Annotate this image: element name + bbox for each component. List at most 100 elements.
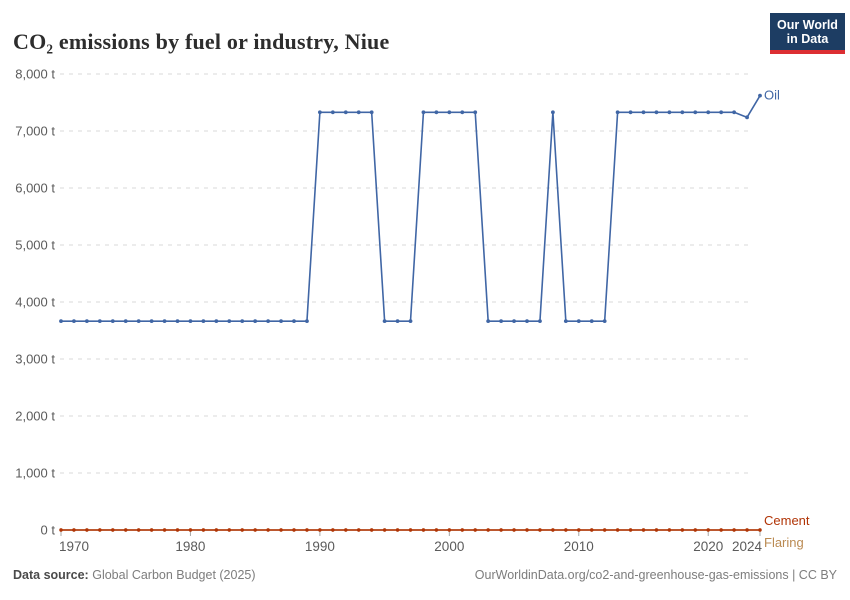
- data-point[interactable]: [98, 528, 102, 532]
- data-point[interactable]: [110, 319, 115, 324]
- data-point[interactable]: [654, 528, 659, 532]
- data-point[interactable]: [758, 528, 762, 532]
- data-point[interactable]: [486, 528, 490, 532]
- data-point[interactable]: [162, 319, 167, 324]
- data-point[interactable]: [175, 319, 180, 324]
- data-point[interactable]: [447, 528, 452, 532]
- data-point[interactable]: [460, 110, 465, 115]
- data-point[interactable]: [227, 528, 231, 532]
- data-point[interactable]: [201, 528, 206, 532]
- series-line-oil[interactable]: [61, 95, 761, 322]
- data-point[interactable]: [460, 528, 464, 532]
- data-point[interactable]: [758, 93, 762, 98]
- data-point[interactable]: [525, 319, 529, 324]
- data-point[interactable]: [525, 528, 529, 532]
- data-point[interactable]: [72, 319, 76, 324]
- data-point[interactable]: [680, 110, 685, 115]
- data-point[interactable]: [149, 528, 154, 532]
- data-point[interactable]: [188, 528, 193, 532]
- data-point[interactable]: [201, 319, 206, 324]
- data-point[interactable]: [667, 528, 672, 532]
- data-point[interactable]: [421, 528, 426, 532]
- data-point[interactable]: [330, 110, 335, 115]
- data-point[interactable]: [111, 528, 115, 532]
- data-point[interactable]: [577, 528, 581, 532]
- data-point[interactable]: [745, 528, 749, 532]
- data-point[interactable]: [344, 528, 348, 532]
- data-point[interactable]: [279, 528, 283, 532]
- data-point[interactable]: [317, 110, 322, 115]
- data-point[interactable]: [85, 528, 89, 532]
- data-point[interactable]: [331, 528, 335, 532]
- data-point[interactable]: [149, 319, 154, 324]
- data-point[interactable]: [706, 528, 710, 532]
- data-point[interactable]: [97, 319, 102, 324]
- series-label-cement[interactable]: Cement: [764, 513, 810, 528]
- data-point[interactable]: [240, 319, 245, 324]
- data-point[interactable]: [667, 110, 672, 115]
- data-point[interactable]: [706, 110, 711, 115]
- data-point[interactable]: [434, 528, 439, 532]
- data-point[interactable]: [266, 319, 271, 324]
- data-point[interactable]: [395, 528, 400, 532]
- data-point[interactable]: [408, 319, 413, 324]
- data-point[interactable]: [602, 319, 607, 324]
- data-point[interactable]: [576, 319, 581, 324]
- data-point[interactable]: [732, 528, 736, 532]
- data-point[interactable]: [175, 528, 180, 532]
- data-point[interactable]: [499, 319, 504, 324]
- data-point[interactable]: [214, 528, 219, 532]
- data-point[interactable]: [305, 528, 309, 532]
- owid-logo[interactable]: Our World in Data: [770, 13, 845, 54]
- data-point[interactable]: [343, 110, 348, 115]
- data-source-note[interactable]: Data source: Global Carbon Budget (2025): [13, 568, 256, 582]
- data-point[interactable]: [615, 528, 620, 532]
- data-point[interactable]: [136, 319, 141, 324]
- data-point[interactable]: [447, 110, 452, 115]
- data-point[interactable]: [538, 319, 542, 324]
- data-point[interactable]: [253, 319, 258, 324]
- data-point[interactable]: [369, 110, 374, 115]
- data-point[interactable]: [382, 528, 387, 532]
- data-point[interactable]: [512, 528, 516, 532]
- data-point[interactable]: [538, 528, 542, 532]
- data-point[interactable]: [279, 319, 283, 324]
- data-point[interactable]: [253, 528, 257, 532]
- data-point[interactable]: [84, 319, 89, 324]
- data-point[interactable]: [59, 319, 63, 324]
- data-point[interactable]: [292, 528, 296, 532]
- data-point[interactable]: [356, 110, 361, 115]
- data-point[interactable]: [434, 110, 439, 115]
- data-point[interactable]: [486, 319, 491, 324]
- data-point[interactable]: [266, 528, 270, 532]
- data-point[interactable]: [136, 528, 141, 532]
- data-point[interactable]: [188, 319, 193, 324]
- data-point[interactable]: [563, 319, 568, 324]
- data-point[interactable]: [680, 528, 685, 532]
- series-label-oil[interactable]: Oil: [764, 88, 780, 103]
- data-point[interactable]: [641, 110, 646, 115]
- data-point[interactable]: [589, 319, 594, 324]
- data-point[interactable]: [421, 110, 426, 115]
- data-point[interactable]: [550, 110, 555, 115]
- attribution-link[interactable]: OurWorldinData.org/co2-and-greenhouse-ga…: [474, 568, 837, 582]
- data-point[interactable]: [59, 528, 63, 532]
- data-point[interactable]: [473, 528, 477, 532]
- data-point[interactable]: [628, 528, 633, 532]
- data-point[interactable]: [499, 528, 503, 532]
- data-point[interactable]: [369, 528, 374, 532]
- data-point[interactable]: [72, 528, 76, 532]
- data-point[interactable]: [732, 110, 737, 115]
- data-point[interactable]: [551, 528, 555, 532]
- data-point[interactable]: [382, 319, 387, 324]
- data-point[interactable]: [654, 110, 659, 115]
- data-point[interactable]: [305, 319, 309, 324]
- data-point[interactable]: [628, 110, 633, 115]
- data-point[interactable]: [602, 528, 607, 532]
- data-point[interactable]: [124, 528, 128, 532]
- data-point[interactable]: [512, 319, 516, 324]
- data-point[interactable]: [318, 528, 322, 532]
- data-point[interactable]: [745, 115, 749, 120]
- data-point[interactable]: [473, 110, 478, 115]
